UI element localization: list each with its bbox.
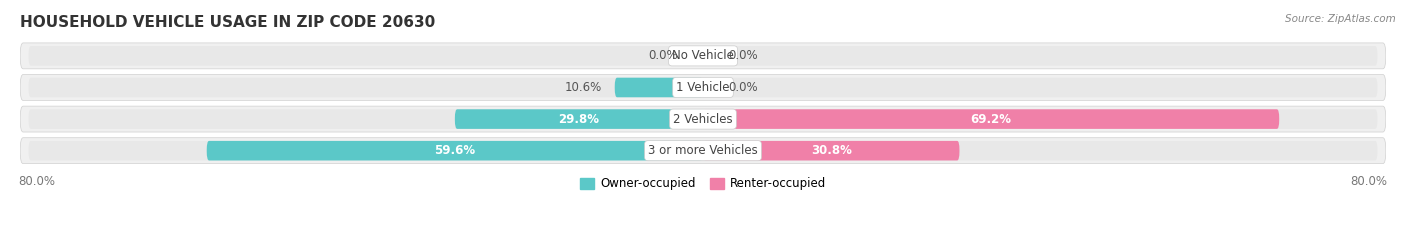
FancyBboxPatch shape xyxy=(207,141,703,161)
Text: 0.0%: 0.0% xyxy=(728,81,758,94)
Text: 29.8%: 29.8% xyxy=(558,113,599,126)
Text: Source: ZipAtlas.com: Source: ZipAtlas.com xyxy=(1285,14,1396,24)
Text: 0.0%: 0.0% xyxy=(728,49,758,62)
FancyBboxPatch shape xyxy=(456,109,703,129)
Text: 1 Vehicle: 1 Vehicle xyxy=(676,81,730,94)
FancyBboxPatch shape xyxy=(28,141,1378,161)
Text: HOUSEHOLD VEHICLE USAGE IN ZIP CODE 20630: HOUSEHOLD VEHICLE USAGE IN ZIP CODE 2063… xyxy=(20,15,436,30)
FancyBboxPatch shape xyxy=(703,141,959,161)
Legend: Owner-occupied, Renter-occupied: Owner-occupied, Renter-occupied xyxy=(575,173,831,195)
Text: 30.8%: 30.8% xyxy=(811,144,852,157)
FancyBboxPatch shape xyxy=(28,46,1378,66)
Text: 2 Vehicles: 2 Vehicles xyxy=(673,113,733,126)
Text: 0.0%: 0.0% xyxy=(648,49,678,62)
Text: No Vehicle: No Vehicle xyxy=(672,49,734,62)
FancyBboxPatch shape xyxy=(20,106,1386,132)
FancyBboxPatch shape xyxy=(20,74,1386,100)
FancyBboxPatch shape xyxy=(614,78,703,97)
FancyBboxPatch shape xyxy=(703,109,1279,129)
FancyBboxPatch shape xyxy=(28,78,1378,97)
Text: 3 or more Vehicles: 3 or more Vehicles xyxy=(648,144,758,157)
Text: 69.2%: 69.2% xyxy=(970,113,1011,126)
FancyBboxPatch shape xyxy=(20,138,1386,164)
FancyBboxPatch shape xyxy=(20,43,1386,69)
FancyBboxPatch shape xyxy=(28,109,1378,129)
Text: 10.6%: 10.6% xyxy=(565,81,602,94)
Text: 59.6%: 59.6% xyxy=(434,144,475,157)
